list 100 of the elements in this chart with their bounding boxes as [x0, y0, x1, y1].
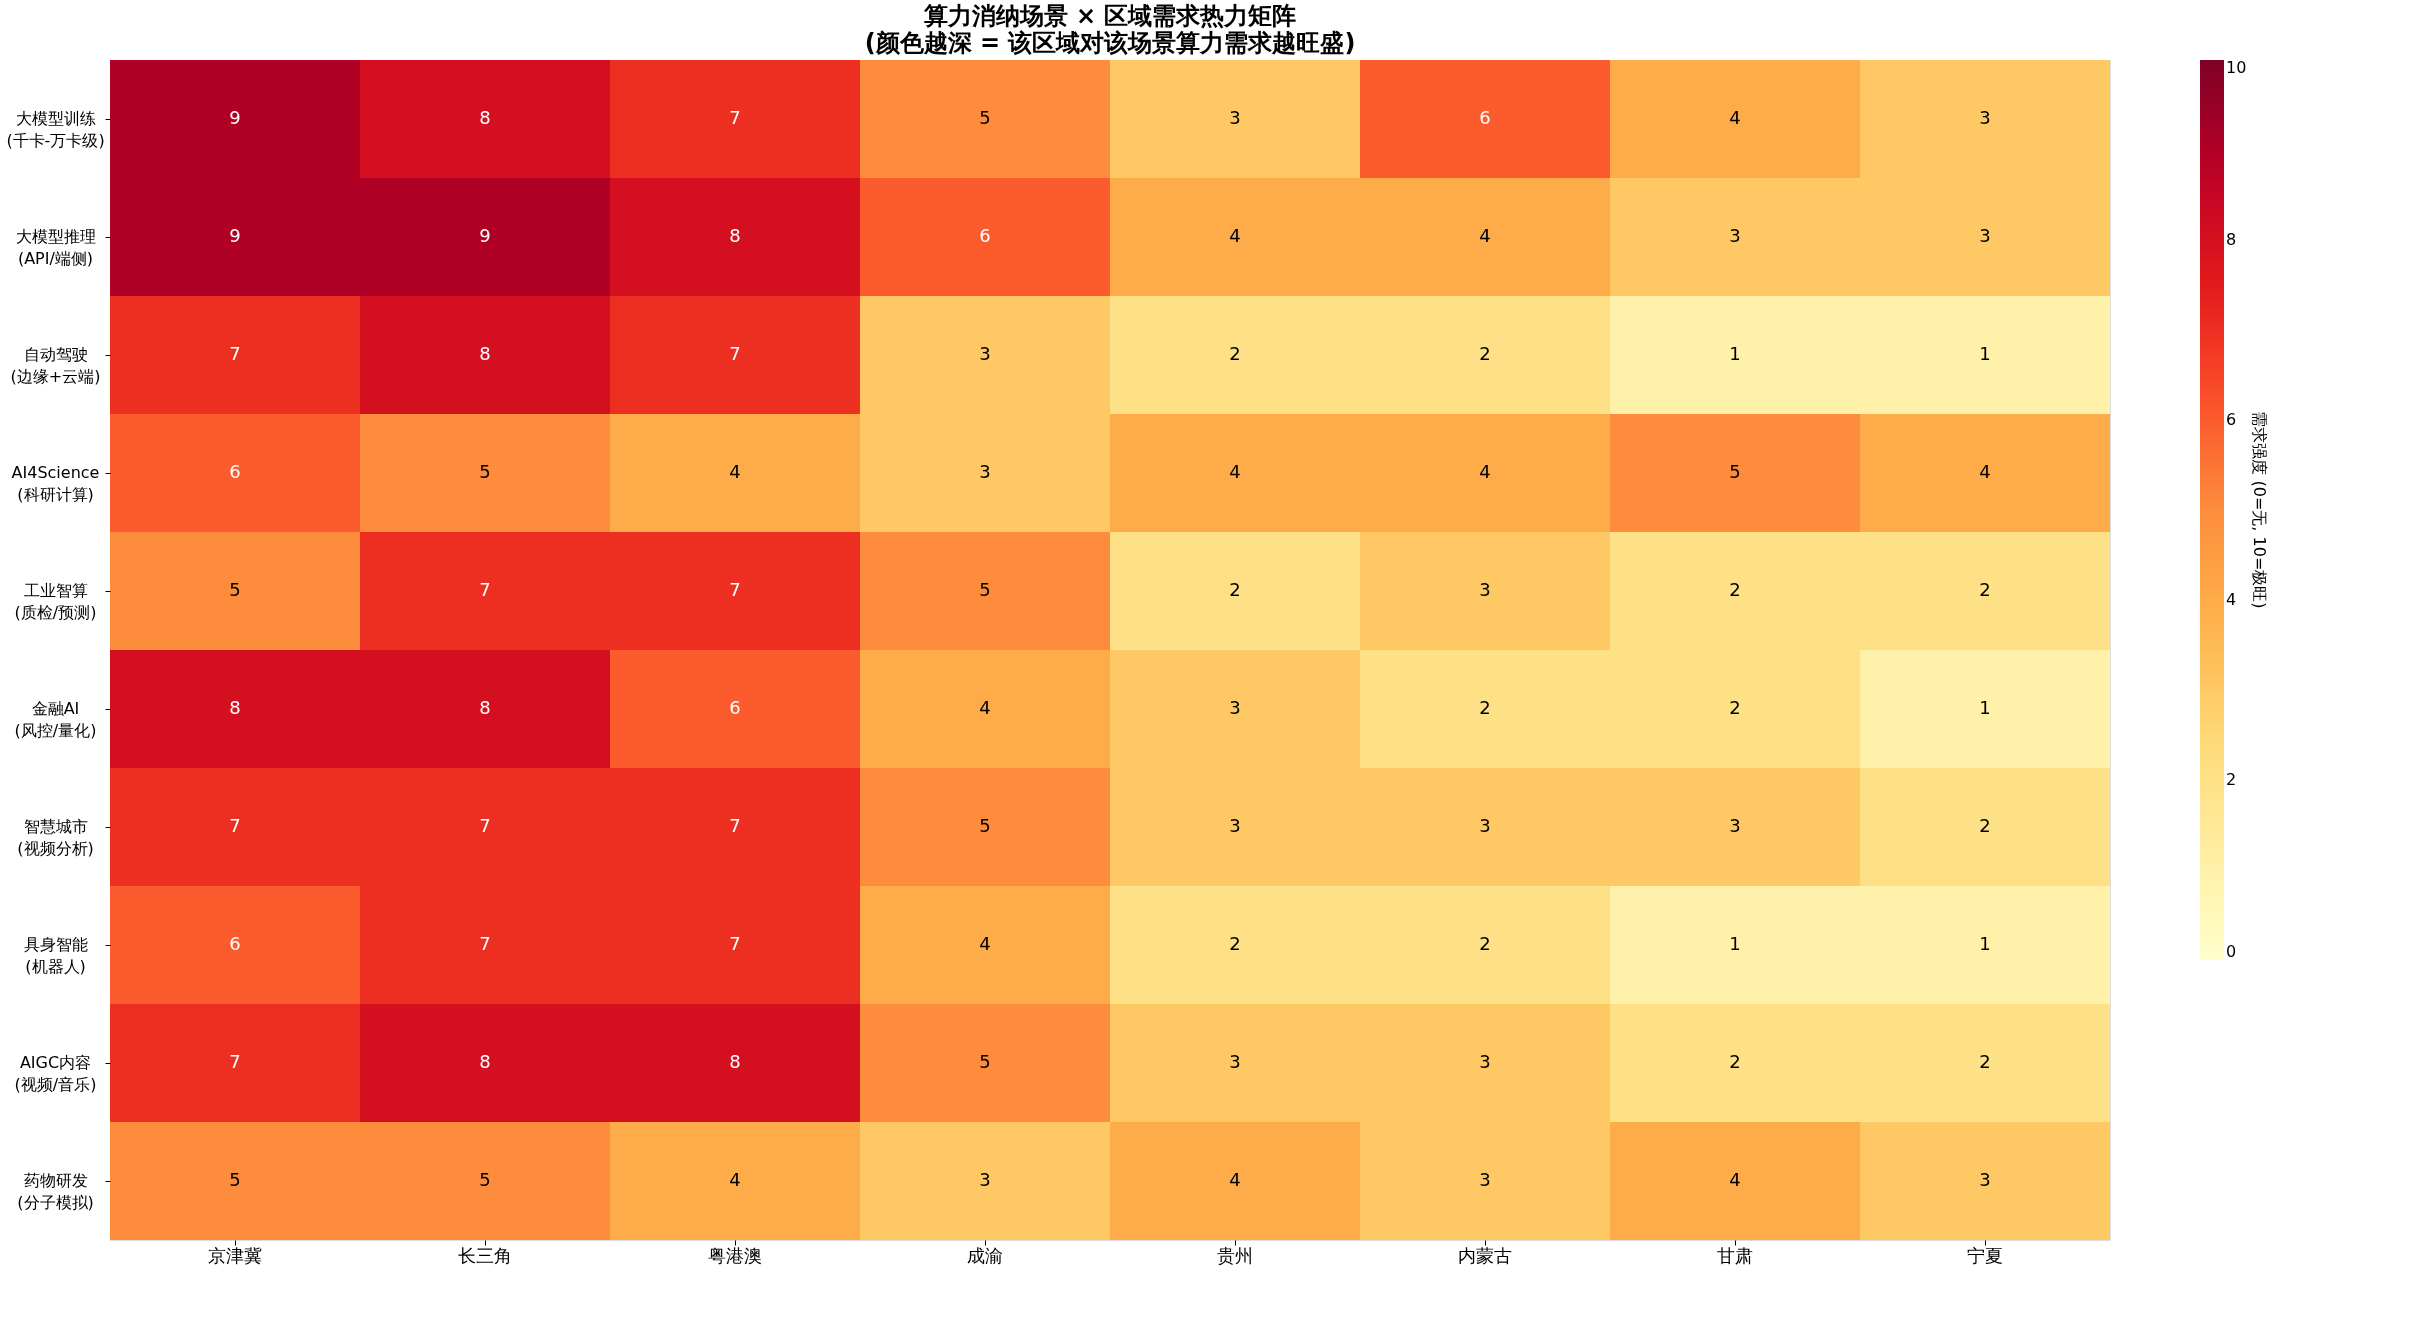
data-label: 2 — [1979, 1051, 1991, 1072]
x-tick-label: 京津冀 — [208, 1244, 262, 1266]
data-label: 6 — [229, 933, 241, 954]
data-label: 5 — [479, 1169, 491, 1190]
color-bar-label: 2 — [2226, 770, 2237, 789]
data-label: 1 — [1729, 933, 1741, 954]
data-label: 5 — [1729, 461, 1741, 482]
color-bar-title: 需求强度 (0=无, 10=极旺) — [2250, 411, 2269, 609]
data-label: 3 — [1229, 107, 1241, 128]
data-label: 4 — [1479, 461, 1491, 482]
data-label: 8 — [729, 225, 741, 246]
data-label: 3 — [1229, 1051, 1241, 1072]
data-label: 1 — [1729, 343, 1741, 364]
x-tick-label: 成渝 — [967, 1244, 1003, 1266]
data-label: 1 — [1979, 933, 1991, 954]
y-tick-label: AI4Science (科研计算) — [11, 463, 100, 504]
data-label: 7 — [229, 1051, 241, 1072]
data-label: 3 — [979, 343, 991, 364]
data-label: 7 — [729, 579, 741, 600]
data-label: 7 — [479, 933, 491, 954]
data-label: 3 — [1979, 1169, 1991, 1190]
data-label: 7 — [229, 343, 241, 364]
data-label: 3 — [1229, 815, 1241, 836]
data-label: 6 — [979, 225, 991, 246]
y-tick-label: 大模型训练 (千卡-万卡级) — [6, 109, 105, 150]
y-tick-label: 自动驾驶 (边缘+云端) — [10, 345, 101, 386]
data-label: 4 — [979, 933, 991, 954]
data-label: 3 — [1729, 815, 1741, 836]
y-tick-label: 金融AI (风控/量化) — [14, 699, 97, 740]
chart-title: 算力消纳场景 × 区域需求热力矩阵 — [922, 2, 1297, 30]
data-label: 6 — [729, 697, 741, 718]
data-label: 7 — [479, 579, 491, 600]
data-label: 1 — [1979, 697, 1991, 718]
data-label: 5 — [229, 579, 241, 600]
data-label: 2 — [1979, 579, 1991, 600]
data-label: 3 — [1479, 815, 1491, 836]
data-label: 3 — [1479, 1051, 1491, 1072]
y-tick-label: 大模型推理 (API/端侧) — [15, 227, 96, 268]
data-label: 3 — [1979, 107, 1991, 128]
data-label: 2 — [1229, 933, 1241, 954]
data-label: 2 — [1979, 815, 1991, 836]
data-label: 6 — [229, 461, 241, 482]
data-label: 2 — [1229, 343, 1241, 364]
data-label: 2 — [1729, 697, 1741, 718]
y-tick-label: 具身智能 (机器人) — [23, 935, 88, 976]
data-label: 5 — [479, 461, 491, 482]
color-bar-label: 10 — [2226, 58, 2247, 77]
data-label: 7 — [729, 933, 741, 954]
y-tick-label: 智慧城市 (视频分析) — [17, 817, 94, 858]
data-label: 2 — [1229, 579, 1241, 600]
data-label: 2 — [1479, 697, 1491, 718]
data-label: 8 — [479, 1051, 491, 1072]
x-tick-label: 甘肃 — [1717, 1244, 1753, 1266]
y-tick-label: 药物研发 (分子模拟) — [17, 1171, 94, 1212]
x-tick-label: 长三角 — [458, 1244, 512, 1266]
data-label: 7 — [229, 815, 241, 836]
data-label: 4 — [729, 461, 741, 482]
data-label: 7 — [729, 107, 741, 128]
data-label: 9 — [229, 107, 241, 128]
y-tick-label: AIGC内容 (视频/音乐) — [14, 1053, 97, 1094]
data-label: 2 — [1729, 1051, 1741, 1072]
data-label: 8 — [729, 1051, 741, 1072]
data-label: 4 — [1479, 225, 1491, 246]
data-label: 4 — [1229, 1169, 1241, 1190]
data-label: 4 — [1229, 225, 1241, 246]
data-label: 2 — [1729, 579, 1741, 600]
data-label: 4 — [1729, 107, 1741, 128]
data-label: 3 — [979, 461, 991, 482]
color-bar-label: 4 — [2226, 590, 2237, 609]
x-tick-label: 贵州 — [1217, 1244, 1253, 1266]
x-tick-label: 内蒙古 — [1458, 1244, 1512, 1266]
data-label: 9 — [479, 225, 491, 246]
data-label: 2 — [1479, 933, 1491, 954]
data-label: 3 — [1479, 579, 1491, 600]
data-label: 3 — [1229, 697, 1241, 718]
data-label: 4 — [979, 697, 991, 718]
data-label: 5 — [979, 107, 991, 128]
data-label: 1 — [1979, 343, 1991, 364]
data-label: 4 — [1229, 461, 1241, 482]
y-tick-label: 工业智算 (质检/预测) — [14, 581, 97, 622]
chart-subtitle: (颜色越深 = 该区域对该场景算力需求越旺盛) — [864, 29, 1356, 57]
color-bar-label: 8 — [2226, 230, 2237, 249]
color-bar-label: 6 — [2226, 410, 2237, 429]
data-label: 7 — [729, 815, 741, 836]
color-bar-label: 0 — [2226, 942, 2237, 961]
data-label: 2 — [1479, 343, 1491, 364]
data-label: 6 — [1479, 107, 1491, 128]
data-label: 5 — [979, 579, 991, 600]
data-label: 7 — [729, 343, 741, 364]
data-label: 9 — [229, 225, 241, 246]
data-label: 3 — [1979, 225, 1991, 246]
data-label: 8 — [229, 697, 241, 718]
data-label: 5 — [979, 815, 991, 836]
x-tick-label: 宁夏 — [1967, 1244, 2003, 1266]
data-label: 8 — [479, 343, 491, 364]
x-tick-label: 粤港澳 — [708, 1244, 762, 1266]
data-label: 4 — [729, 1169, 741, 1190]
data-label: 8 — [479, 107, 491, 128]
data-label: 4 — [1729, 1169, 1741, 1190]
data-label: 7 — [479, 815, 491, 836]
